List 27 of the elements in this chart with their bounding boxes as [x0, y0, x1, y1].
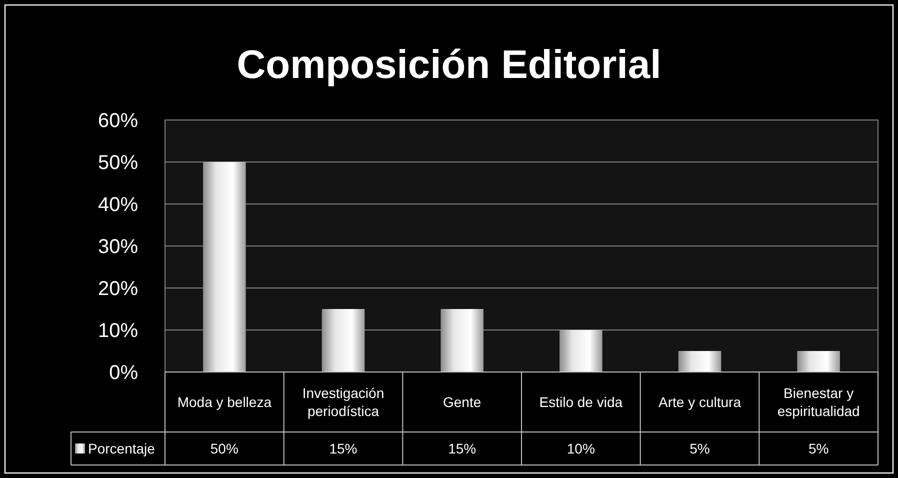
y-tick-label: 10%: [98, 320, 138, 342]
data-label: 15%: [329, 440, 358, 456]
x-tick-label: Estilo de vida: [539, 394, 623, 410]
y-tick-label: 30%: [98, 236, 138, 258]
data-label: 15%: [448, 440, 476, 456]
x-tick-label: Arte y cultura: [658, 394, 742, 410]
x-tick-label: Bienestar y espiritualidad: [777, 384, 860, 419]
data-label: 5%: [808, 440, 829, 456]
y-tick-label: 40%: [98, 194, 138, 216]
legend-label: Porcentaje: [88, 440, 156, 456]
bar: [797, 351, 840, 372]
bar: [322, 309, 365, 372]
x-tick-label: Moda y belleza: [177, 394, 272, 410]
data-label: 5%: [690, 440, 710, 456]
x-tick-label: Investigación periodística: [302, 384, 384, 419]
y-tick-label: 0%: [109, 362, 138, 384]
bar: [560, 330, 602, 372]
chart-title: Composición Editorial: [236, 43, 662, 87]
y-tick-label: 20%: [98, 278, 138, 300]
bar: [678, 351, 722, 372]
y-tick-label: 60%: [98, 110, 138, 132]
y-tick-label: 50%: [98, 152, 138, 174]
data-label: 50%: [210, 440, 238, 456]
data-label: 10%: [566, 440, 595, 456]
x-tick-label: Gente: [443, 394, 482, 410]
bar: [440, 309, 484, 372]
bar: [203, 162, 246, 372]
